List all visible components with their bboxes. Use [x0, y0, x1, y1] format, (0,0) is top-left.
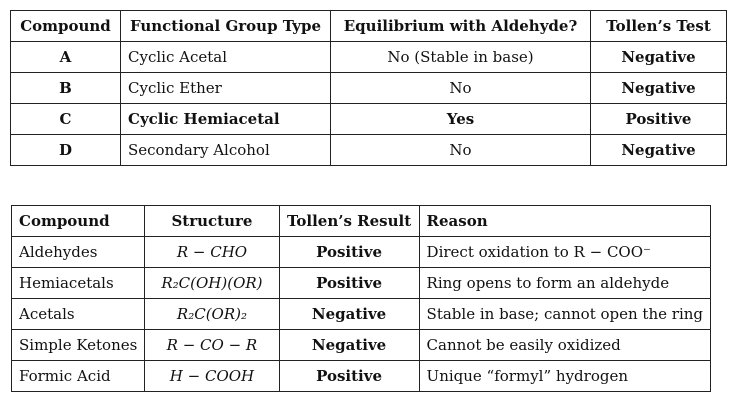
table-header-row: Compound Structure Tollen’s Result Reaso… [10, 205, 712, 237]
structure-cell: R − CO − R [144, 329, 280, 361]
table-row: Acetals R₂C(OR)₂ Negative Stable in base… [10, 298, 712, 330]
header-tollens-result: Tollen’s Result [278, 205, 420, 237]
functional-group-cell: Cyclic Acetal [120, 41, 331, 73]
tollens-result-cell: Positive [278, 267, 420, 299]
table-row: B Cyclic Ether No Negative [10, 72, 727, 104]
functional-group-cell: Cyclic Ether [120, 72, 331, 104]
header-compound: Compound [10, 10, 121, 42]
structure-cell: H − COOH [144, 360, 280, 392]
table-row: Simple Ketones R − CO − R Negative Canno… [10, 329, 712, 361]
tollens-reference-table: Compound Structure Tollen’s Result Reaso… [10, 205, 712, 392]
reason-cell: Unique “formyl” hydrogen [418, 360, 712, 392]
equilibrium-cell: No (Stable in base) [330, 41, 591, 73]
compound-cell: C [10, 103, 121, 135]
compound-cell: B [10, 72, 121, 104]
functional-group-cell: Secondary Alcohol [120, 134, 331, 166]
compound-test-table: Compound Functional Group Type Equilibri… [10, 10, 727, 166]
header-tollens-test: Tollen’s Test [590, 10, 727, 42]
header-equilibrium: Equilibrium with Aldehyde? [330, 10, 591, 42]
equilibrium-cell: No [330, 72, 591, 104]
table-row: D Secondary Alcohol No Negative [10, 134, 727, 166]
table-row: Hemiacetals R₂C(OH)(OR) Positive Ring op… [10, 267, 712, 299]
tollens-result-cell: Positive [278, 360, 420, 392]
reason-cell: Stable in base; cannot open the ring [418, 298, 712, 330]
structure-cell: R₂C(OH)(OR) [144, 267, 280, 299]
tollens-result-cell: Negative [278, 329, 420, 361]
reason-cell: Cannot be easily oxidized [418, 329, 712, 361]
reason-cell: Direct oxidation to R − COO⁻ [418, 236, 712, 268]
compound-cell: Acetals [10, 298, 146, 330]
compound-cell: Hemiacetals [10, 267, 146, 299]
table-header-row: Compound Functional Group Type Equilibri… [10, 10, 727, 42]
table-row: C Cyclic Hemiacetal Yes Positive [10, 103, 727, 135]
reason-cell: Ring opens to form an aldehyde [418, 267, 712, 299]
compound-cell: Simple Ketones [10, 329, 146, 361]
table-row: A Cyclic Acetal No (Stable in base) Nega… [10, 41, 727, 73]
compound-cell: Formic Acid [10, 360, 146, 392]
equilibrium-cell: Yes [330, 103, 591, 135]
compound-cell: A [10, 41, 121, 73]
tollens-result-cell: Negative [278, 298, 420, 330]
header-functional-group: Functional Group Type [120, 10, 331, 42]
compound-cell: D [10, 134, 121, 166]
tollens-test-cell: Negative [590, 41, 727, 73]
tollens-result-cell: Positive [278, 236, 420, 268]
structure-cell: R₂C(OR)₂ [144, 298, 280, 330]
functional-group-cell: Cyclic Hemiacetal [120, 103, 331, 135]
table-row: Formic Acid H − COOH Positive Unique “fo… [10, 360, 712, 392]
header-structure: Structure [144, 205, 280, 237]
header-compound: Compound [10, 205, 146, 237]
structure-cell: R − CHO [144, 236, 280, 268]
header-reason: Reason [418, 205, 712, 237]
table-row: Aldehydes R − CHO Positive Direct oxidat… [10, 236, 712, 268]
tollens-test-cell: Negative [590, 72, 727, 104]
equilibrium-cell: No [330, 134, 591, 166]
tollens-test-cell: Positive [590, 103, 727, 135]
compound-cell: Aldehydes [10, 236, 146, 268]
tollens-test-cell: Negative [590, 134, 727, 166]
